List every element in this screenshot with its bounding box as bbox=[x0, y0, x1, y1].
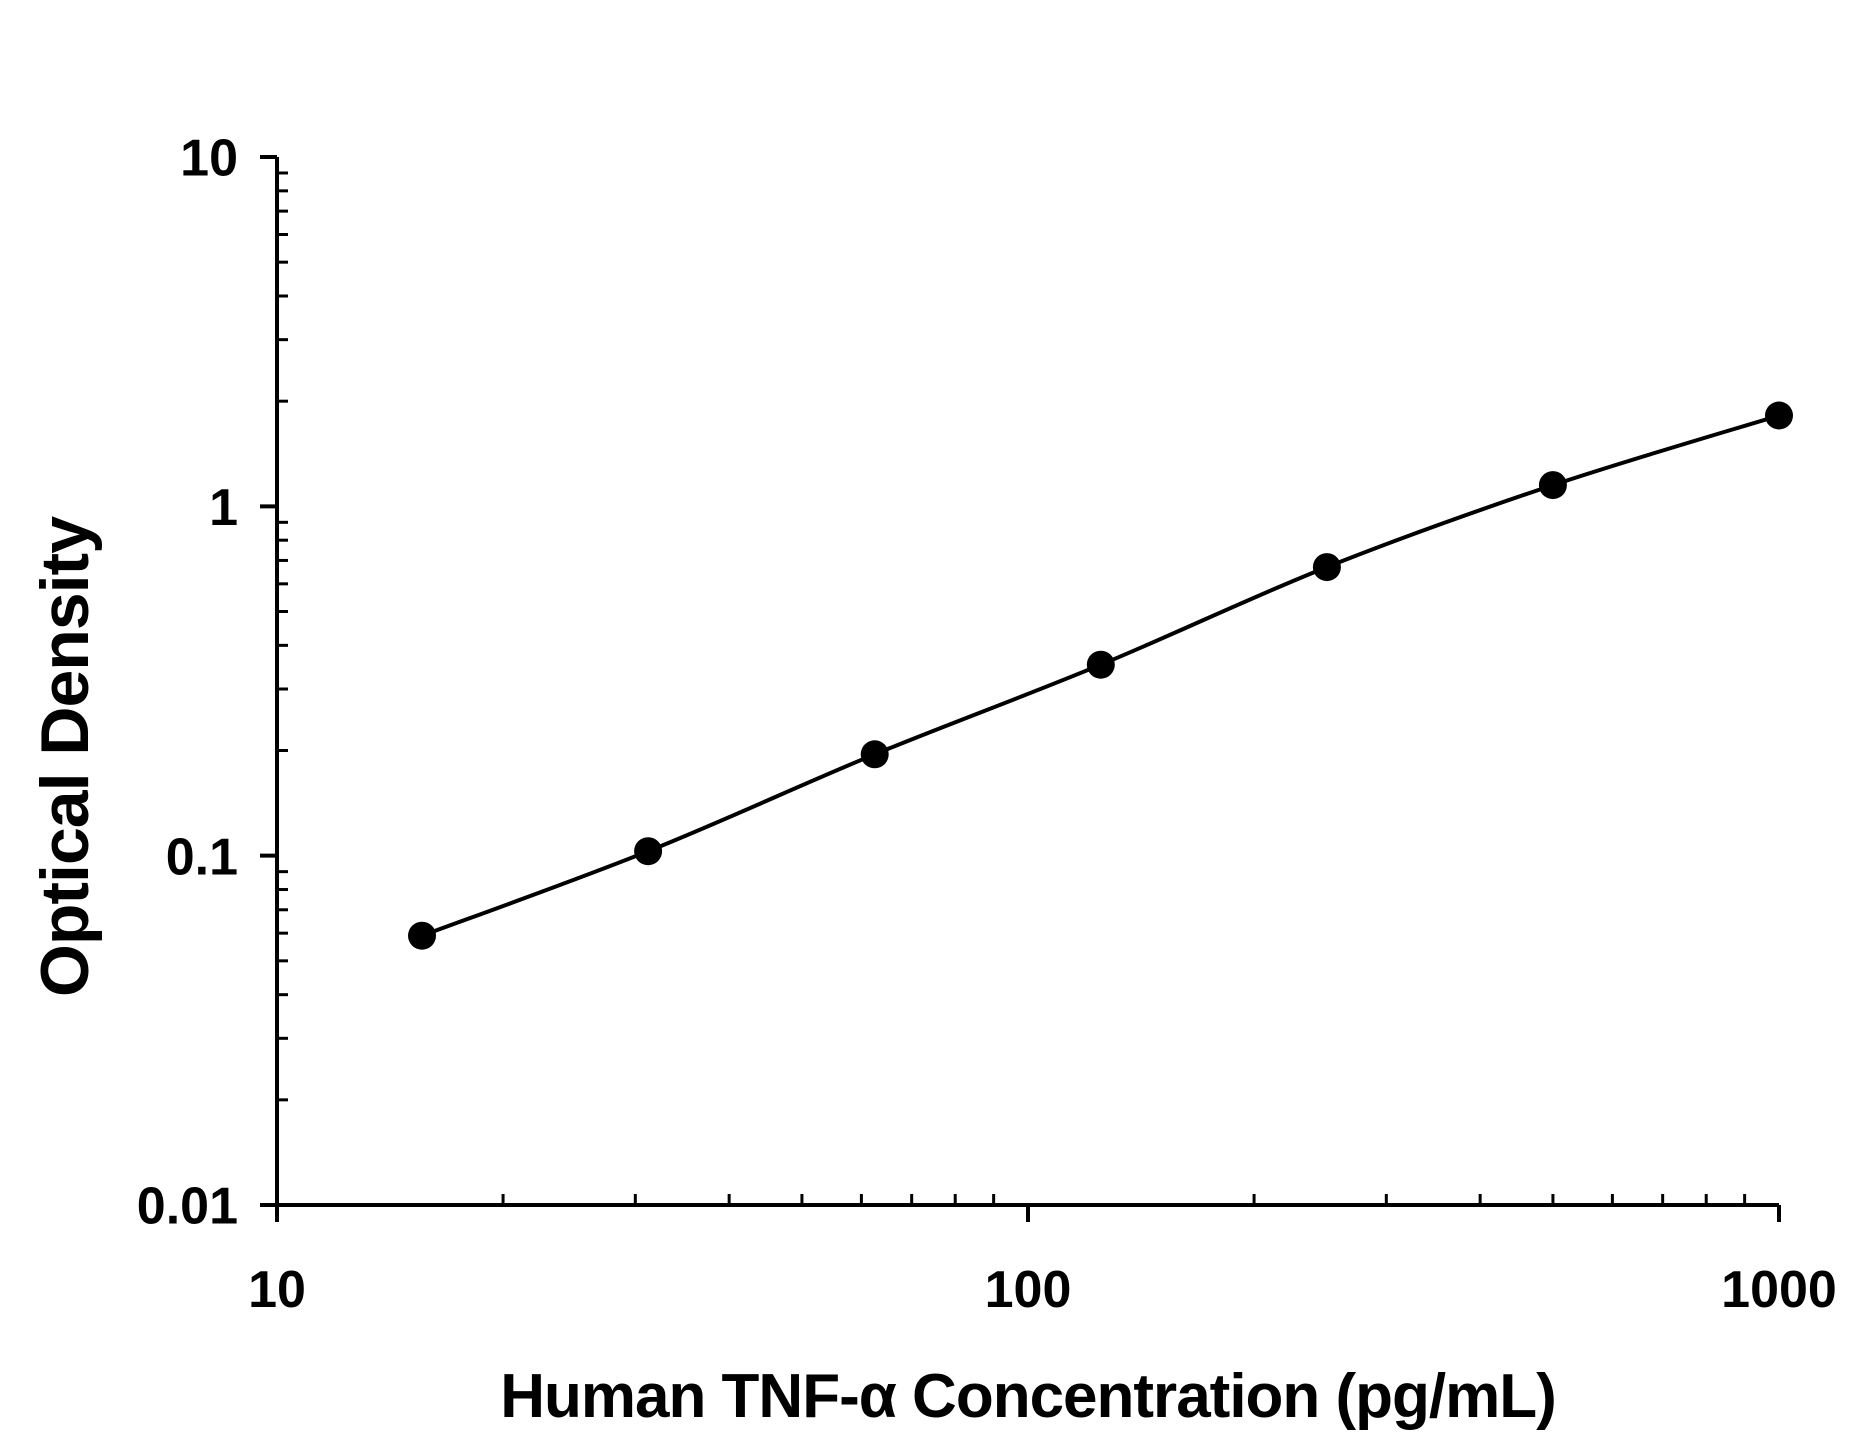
y-tick-label: 0.01 bbox=[137, 1178, 238, 1236]
data-point-marker bbox=[1312, 553, 1341, 582]
tick-label-layer: 10 100 1000 10 1 0.1 0.01 bbox=[137, 130, 1837, 1319]
data-point-marker bbox=[408, 921, 436, 950]
y-tick-label: 0.1 bbox=[166, 828, 238, 886]
data-point-marker bbox=[634, 837, 663, 866]
tick-layer bbox=[260, 155, 1781, 1222]
data-series-layer bbox=[408, 401, 1793, 950]
x-tick-label: 10 bbox=[248, 1261, 306, 1319]
data-point-marker bbox=[1538, 471, 1567, 500]
x-tick-label: 100 bbox=[985, 1261, 1072, 1319]
data-point-marker bbox=[1086, 650, 1115, 679]
y-tick-label: 10 bbox=[180, 130, 238, 188]
data-point-marker bbox=[860, 740, 889, 769]
x-tick-label: 1000 bbox=[1721, 1261, 1837, 1319]
x-axis-title: Human TNF-α Concentration (pg/mL) bbox=[500, 1362, 1556, 1431]
data-point-marker bbox=[1765, 401, 1793, 430]
axes-layer bbox=[275, 157, 1779, 1207]
y-axis-title: Optical Density bbox=[27, 516, 103, 997]
y-tick-label: 1 bbox=[209, 479, 238, 537]
